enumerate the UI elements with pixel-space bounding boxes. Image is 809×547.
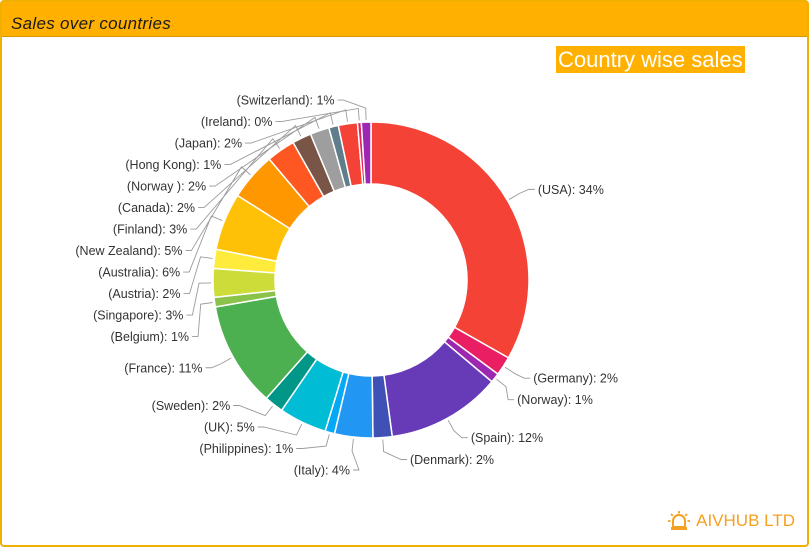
leader-line-switzerland-1 <box>337 99 367 121</box>
panel-header: Sales over countries <box>2 2 807 37</box>
slice-label-usa-34: (USA): 34% <box>538 183 604 197</box>
slice-label-ireland-0: (Ireland): 0% <box>201 115 273 129</box>
leader-line-finland-3 <box>190 138 281 230</box>
slice-label-singapore-3: (Singapore): 3% <box>93 309 183 323</box>
leader-line-singapore-3 <box>186 282 212 316</box>
slice-label-hong-kong-1: (Hong Kong): 1% <box>125 158 221 172</box>
leader-line-australia-6 <box>183 215 223 273</box>
leader-line-philippines-1 <box>296 434 330 449</box>
leader-line-usa-34 <box>509 188 535 200</box>
leader-line-norway-1 <box>496 378 515 401</box>
alarm-light-icon <box>668 511 691 530</box>
slice-switzerland-1[interactable] <box>360 121 372 185</box>
leader-line-new-zealand-5 <box>185 166 251 252</box>
slice-label-uk-5: (UK): 5% <box>204 421 255 435</box>
brand-logo: AIVHUB LTD <box>668 511 795 531</box>
slice-label-denmark-2: (Denmark): 2% <box>410 453 494 467</box>
leader-line-austria-2 <box>183 256 213 295</box>
leader-line-italy-4 <box>351 438 360 471</box>
brand-name: AIVHUB LTD <box>696 511 795 530</box>
slice-label-australia-6: (Australia): 6% <box>98 266 180 280</box>
slice-label-canada-2: (Canada): 2% <box>118 201 195 215</box>
slice-label-france-11: (France): 11% <box>124 361 202 375</box>
leader-line-belgium-1 <box>192 302 213 338</box>
slice-label-switzerland-1: (Switzerland): 1% <box>237 94 335 108</box>
slice-label-belgium-1: (Belgium): 1% <box>111 330 190 344</box>
slice-label-germany-2: (Germany): 2% <box>533 372 618 386</box>
slice-usa-34[interactable] <box>370 121 530 359</box>
leader-line-ireland-0 <box>275 107 360 123</box>
slice-label-spain-12: (Spain): 12% <box>471 431 543 445</box>
leader-line-spain-12 <box>447 419 468 439</box>
leader-line-germany-2 <box>504 366 531 379</box>
chart-title: Country wise sales <box>556 46 745 73</box>
leader-line-norway-2 <box>209 116 320 187</box>
slice-label-norway-1: (Norway): 1% <box>517 393 593 407</box>
leader-line-sweden-2 <box>233 405 273 417</box>
leader-line-denmark-2 <box>382 439 407 460</box>
slice-label-italy-4: (Italy): 4% <box>294 464 350 478</box>
slice-label-sweden-2: (Sweden): 2% <box>152 399 231 413</box>
slice-label-philippines-1: (Philippines): 1% <box>199 442 293 456</box>
slice-label-japan-2: (Japan): 2% <box>175 137 242 151</box>
leader-line-france-11 <box>205 357 232 369</box>
leader-line-uk-5 <box>257 424 303 436</box>
slice-label-new-zealand-5: (New Zealand): 5% <box>75 244 182 258</box>
slice-label-austria-2: (Austria): 2% <box>108 287 180 301</box>
slice-label-finland-3: (Finland): 3% <box>113 223 187 237</box>
panel-title: Sales over countries <box>11 14 172 33</box>
slice-label-norway-2: (Norway ): 2% <box>127 180 206 194</box>
leader-line-japan-2 <box>245 109 348 144</box>
